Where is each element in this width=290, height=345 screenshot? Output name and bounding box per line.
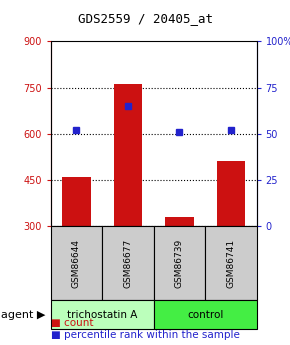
Text: GSM86741: GSM86741 [226,238,235,288]
Text: agent ▶: agent ▶ [1,310,46,320]
Text: trichostatin A: trichostatin A [67,310,137,320]
Bar [217,161,245,226]
Text: GSM86677: GSM86677 [124,238,133,288]
Text: GDS2559 / 20405_at: GDS2559 / 20405_at [77,12,213,25]
Text: GSM86644: GSM86644 [72,238,81,288]
Bar [165,217,194,226]
Text: GSM86739: GSM86739 [175,238,184,288]
Bar [114,85,142,226]
Bar [62,177,91,226]
Text: ■ count: ■ count [51,318,93,327]
Text: ■ percentile rank within the sample: ■ percentile rank within the sample [51,330,240,339]
Text: control: control [187,310,223,320]
